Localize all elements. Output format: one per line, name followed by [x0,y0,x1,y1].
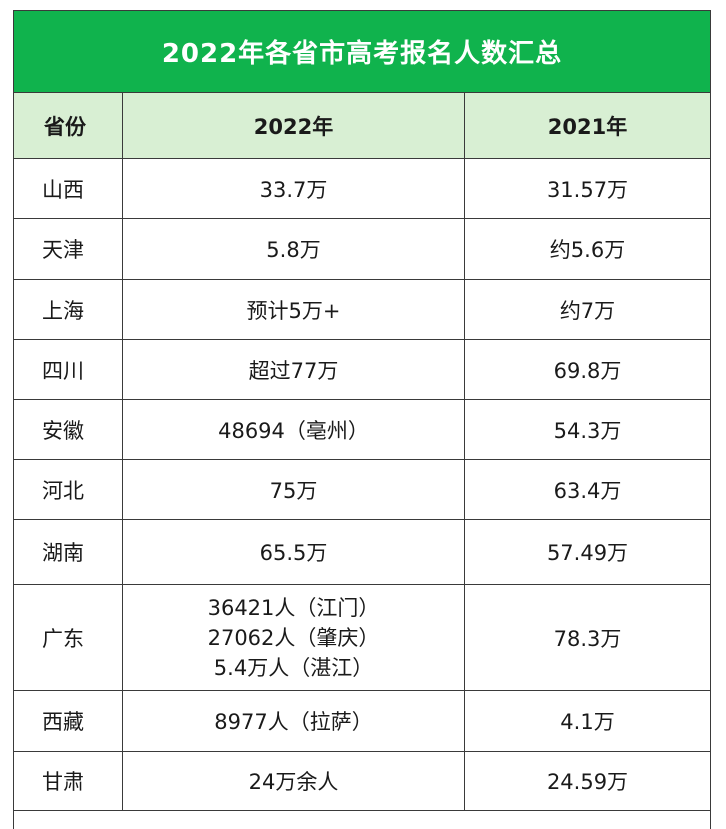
province-cell: 西藏 [14,691,123,751]
value-2022-cell: 33.7万 [123,159,465,218]
value-line: 27062人（肇庆） [207,625,380,650]
table-row: 甘肃 24万余人 24.59万 [14,752,710,811]
table-title: 2022年各省市高考报名人数汇总 [14,11,710,93]
header-2021: 2021年 [547,114,628,139]
value-line: 5.4万人（湛江） [213,655,374,680]
value-2021-cell: 24.59万 [546,770,629,794]
table-row: 湖南 65.5万 57.49万 [14,520,710,585]
value-2022-cell: 36421人（江门） 27062人（肇庆） 5.4万人（湛江） [123,585,465,690]
value-2021-cell: 4.1万 [560,710,615,734]
header-2022: 2022年 [123,93,465,158]
table-row: 山西 33.7万 31.57万 [14,159,710,219]
value-2021-cell: 69.8万 [553,358,622,383]
value-2021-cell: 31.57万 [546,177,629,202]
value-2022-cell: 超过77万 [123,340,465,399]
value-2022-cell: 65.5万 [123,520,465,584]
province-cell: 广东 [14,585,123,690]
summary-table: 2022年各省市高考报名人数汇总 省份 2022年 2021年 山西 33.7万… [13,10,711,829]
province-cell: 河北 [14,460,123,519]
value-2021-cell: 54.3万 [553,418,622,443]
table-row: 上海 预计5万+ 约7万 [14,280,710,340]
value-2022-cell: 8977人（拉萨） [123,691,465,751]
value-2022-cell: 预计5万+ [123,280,465,339]
table-row: 广东 36421人（江门） 27062人（肇庆） 5.4万人（湛江） 78.3万 [14,585,710,691]
value-2021-cell: 78.3万 [553,626,622,651]
value-line: 36421人（江门） [207,595,380,620]
value-2021-cell: 63.4万 [553,478,622,503]
table-row: 西藏 8977人（拉萨） 4.1万 [14,691,710,752]
value-2022-cell: 24万余人 [123,752,465,810]
value-2021-cell: 57.49万 [546,541,629,565]
value-2022-cell: 48694（亳州） [123,400,465,459]
province-cell: 四川 [14,340,123,399]
province-cell: 湖南 [14,520,123,584]
province-cell: 安徽 [14,400,123,459]
value-2022-cell: 5.8万 [123,219,465,279]
province-cell: 天津 [14,219,123,279]
table-row: 四川 超过77万 69.8万 [14,340,710,400]
value-2022-cell: 75万 [123,460,465,519]
value-2021-cell: 约7万 [559,298,616,323]
header-province: 省份 [14,93,123,158]
table-header-row: 省份 2022年 2021年 [14,93,710,159]
province-cell: 甘肃 [14,752,123,810]
table-row: 安徽 48694（亳州） 54.3万 [14,400,710,460]
value-2021-cell: 约5.6万 [549,238,626,262]
table-row: 天津 5.8万 约5.6万 [14,219,710,280]
province-cell: 上海 [14,280,123,339]
province-cell: 山西 [14,159,123,218]
table-row: 河北 75万 63.4万 [14,460,710,520]
